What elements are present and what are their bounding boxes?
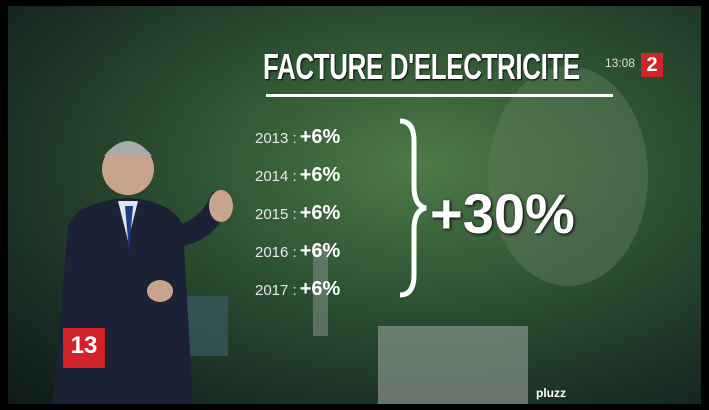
- year-label: 2014 :: [255, 168, 297, 185]
- page: FACTURE D'ELECTRICITE 13:08 2 +30% 13 pl…: [0, 0, 709, 410]
- year-label: 2015 :: [255, 206, 297, 223]
- year-change: +6%: [300, 240, 341, 262]
- year-row: 2016 :+6%: [255, 240, 340, 263]
- year-label: 2013 :: [255, 130, 297, 147]
- year-change: +6%: [300, 202, 341, 224]
- title: FACTURE D'ELECTRICITE: [263, 46, 580, 88]
- year-row: 2013 :+6%: [255, 126, 340, 149]
- news-logo: 13: [63, 328, 105, 368]
- title-underline: [266, 94, 613, 97]
- year-row: 2017 :+6%: [255, 278, 340, 301]
- year-row: 2014 :+6%: [255, 164, 340, 187]
- year-change: +6%: [300, 126, 341, 148]
- tv-frame: FACTURE D'ELECTRICITE 13:08 2 +30% 13 pl…: [8, 6, 701, 404]
- clock: 13:08: [605, 56, 635, 70]
- year-row: 2015 :+6%: [255, 202, 340, 225]
- year-label: 2016 :: [255, 244, 297, 261]
- year-change: +6%: [300, 278, 341, 300]
- year-change: +6%: [300, 164, 341, 186]
- watermark: pluzz: [536, 386, 566, 400]
- channel-logo: 2: [641, 53, 663, 77]
- year-label: 2017 :: [255, 282, 297, 299]
- total-increase: +30%: [430, 181, 575, 246]
